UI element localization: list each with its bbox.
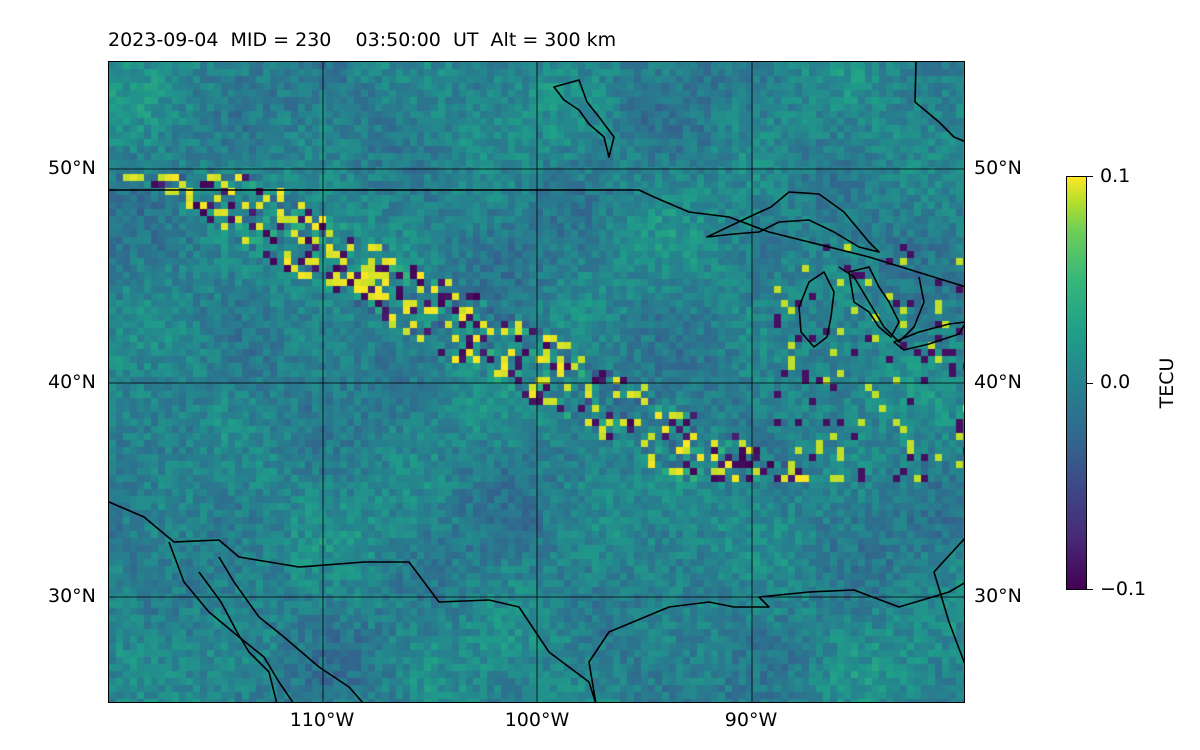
lon-label-100: 100°W [504,709,570,731]
colorbar-label-min: −0.1 [1100,578,1147,600]
east-coast [933,538,964,664]
lake-huron [848,266,900,338]
map-panel[interactable] [108,61,965,703]
lat-label-40-left: 40°N [48,371,96,393]
lake-winnipeg-outline [553,79,615,158]
lake-superior [706,191,880,253]
lat-label-50-right: 50°N [974,157,1022,179]
michigan-peninsula [838,266,925,343]
baja-california [168,541,294,702]
lat-label-40-right: 40°N [974,371,1022,393]
mexico-west-coast [198,571,278,702]
lat-label-50-left: 50°N [48,157,96,179]
map-title: 2023-09-04 MID = 230 03:50:00 UT Alt = 3… [108,29,617,51]
colorbar-tick-max [1087,176,1093,177]
colorbar-title: TECU [1156,357,1178,409]
colorbar-tick-min [1087,589,1093,590]
us-mexico-border [109,501,597,702]
lon-label-110: 110°W [289,709,355,731]
colorbar-label-max: 0.1 [1100,165,1131,187]
coastlines [109,62,964,702]
colorbar-tick-zero [1087,383,1093,384]
lat-label-30-left: 30°N [48,585,96,607]
graticule [109,62,964,702]
hudson-bay-coast [914,62,964,143]
lake-erie [893,321,964,351]
us-canada-border [109,189,964,288]
gulf-coast [588,582,964,702]
map-overlay [109,62,964,702]
baja-peninsula [218,556,364,702]
lat-label-30-right: 30°N [974,585,1022,607]
colorbar [1066,176,1087,590]
lake-michigan [798,271,835,348]
lon-label-90: 90°W [724,709,778,731]
colorbar-label-zero: 0.0 [1100,371,1131,393]
